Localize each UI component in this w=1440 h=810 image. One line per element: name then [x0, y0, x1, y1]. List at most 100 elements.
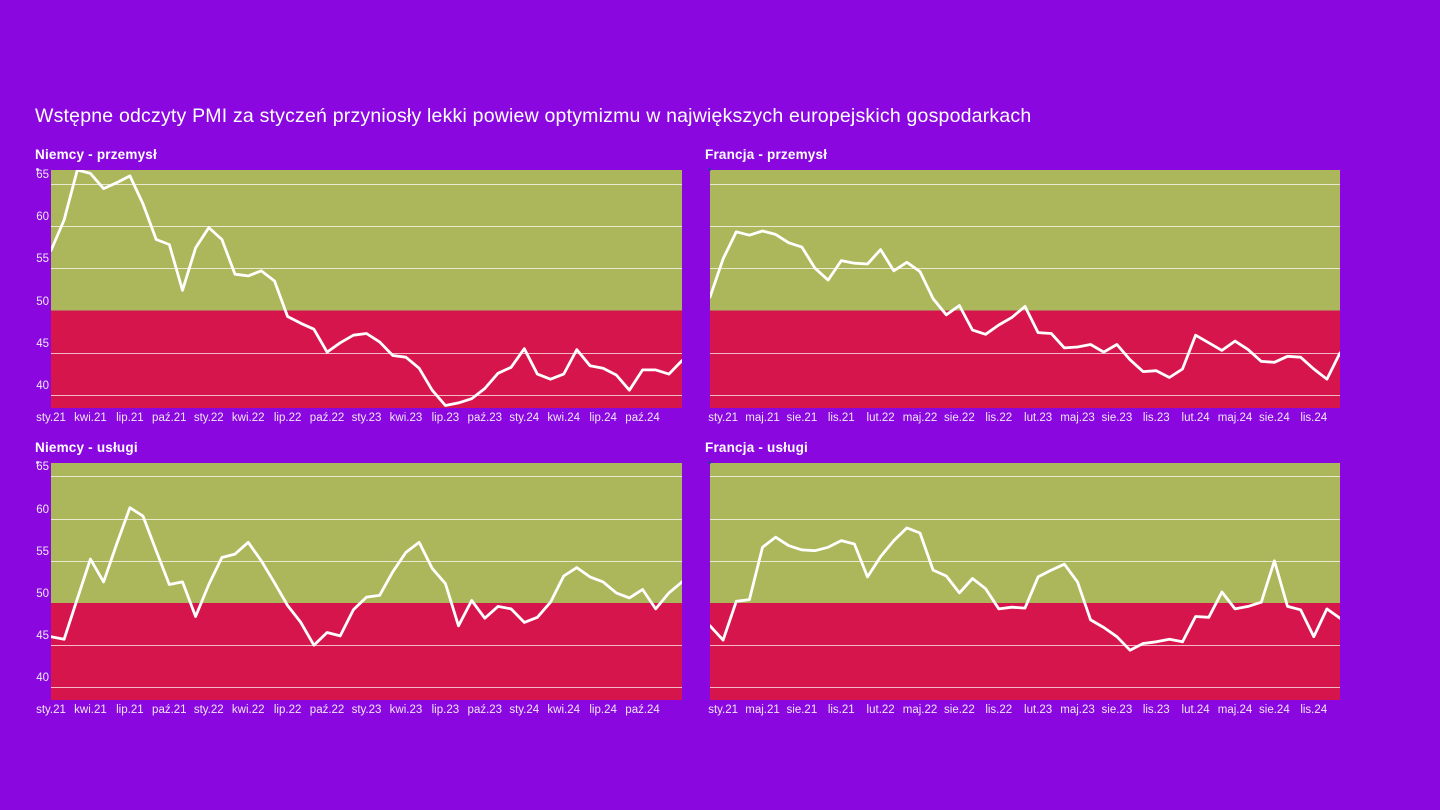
x-tick-label: sty.21: [36, 412, 66, 424]
x-tick-label: sty.24: [509, 412, 540, 424]
x-tick-label: lis.21: [827, 704, 855, 716]
below-50-zone: [51, 603, 682, 700]
x-tick-label: sie.23: [1101, 412, 1133, 424]
below-50-zone: [51, 310, 682, 408]
x-tick-label: maj.22: [902, 412, 938, 424]
plot-corner-dot: [708, 461, 711, 464]
chart-title: Niemcy - usługi: [35, 440, 138, 455]
y-tick-label: 45: [36, 337, 49, 350]
pmi-line: [51, 170, 682, 407]
x-tick-label: sie.22: [944, 704, 975, 716]
plot-corner-dot: [708, 168, 711, 171]
x-tick-label: lut.24: [1181, 704, 1210, 716]
y-tick-label: 45: [36, 630, 49, 643]
y-tick-label: 55: [36, 545, 49, 558]
x-tick-label: lut.24: [1181, 412, 1210, 424]
plot-area: [51, 463, 682, 700]
x-tick-label: maj.24: [1217, 412, 1253, 424]
chart-germany-manufacturing: Niemcy - przemysł 65 60 55 50 45 40 sty.21 kwi.…: [35, 147, 695, 447]
x-tick-label: sie.24: [1259, 412, 1290, 424]
x-tick-label: sty.22: [193, 412, 224, 424]
x-tick-label: lut.22: [866, 704, 895, 716]
x-tick-label: paź.22: [309, 704, 345, 716]
x-tick-label: kwi.23: [389, 412, 423, 424]
x-tick-label: sie.24: [1259, 704, 1290, 716]
x-tick-label: lis.24: [1300, 412, 1328, 424]
pmi-line: [51, 506, 682, 647]
page-title: Wstępne odczyty PMI za styczeń przyniosł…: [35, 105, 1032, 127]
chart-title: Francja - usługi: [705, 440, 808, 455]
x-tick-label: sie.21: [786, 704, 818, 716]
x-tick-label: sty.21: [708, 704, 739, 716]
x-tick-label: lis.21: [827, 412, 855, 424]
chart-title: Francja - przemysł: [705, 147, 828, 162]
x-tick-label: sie.21: [786, 412, 818, 424]
chart-france-services: Francja - usługi sty.21 maj.21 sie.21 lis.2…: [705, 440, 1365, 740]
above-50-zone: [51, 463, 682, 604]
x-tick-label: lut.23: [1024, 704, 1053, 716]
x-tick-label: lip.22: [273, 704, 302, 716]
x-tick-label: sie.22: [944, 412, 975, 424]
x-tick-label: sie.23: [1101, 704, 1133, 716]
x-tick-label: paź.23: [467, 412, 503, 424]
x-tick-label: sty.24: [509, 704, 540, 716]
x-tick-label: lis.22: [985, 704, 1013, 716]
y-tick-label: 60: [36, 503, 49, 516]
pmi-chart-canvas: [710, 170, 1340, 408]
x-tick-label: kwi.21: [74, 704, 107, 716]
chart-title: Niemcy - przemysł: [35, 147, 157, 162]
x-tick-label: lip.24: [589, 704, 617, 716]
plot-area: [710, 463, 1340, 700]
x-tick-label: paź.24: [625, 704, 660, 716]
y-tick-label: 65: [36, 461, 49, 474]
x-tick-label: sty.21: [36, 704, 66, 716]
y-tick-label: 50: [36, 295, 49, 308]
x-tick-label: lip.23: [431, 704, 460, 716]
x-tick-label: maj.24: [1217, 704, 1253, 716]
x-tick-label: lis.23: [1142, 704, 1170, 716]
above-50-zone: [51, 170, 682, 311]
x-tick-label: paź.24: [625, 412, 660, 424]
x-tick-label: lip.23: [431, 412, 460, 424]
x-tick-label: paź.21: [152, 704, 187, 716]
plot-corner-dot: [36, 168, 39, 171]
pmi-chart-canvas: [710, 463, 1340, 700]
x-tick-label: maj.22: [902, 704, 938, 716]
pmi-chart-canvas: [51, 463, 682, 700]
x-tick-label: maj.21: [745, 704, 780, 716]
x-tick-label: sty.23: [351, 412, 382, 424]
x-tick-label: maj.23: [1060, 704, 1095, 716]
x-tick-label: kwi.21: [74, 412, 107, 424]
x-tick-label: kwi.22: [231, 704, 265, 716]
x-tick-label: lis.23: [1142, 412, 1170, 424]
x-tick-label: sty.23: [351, 704, 382, 716]
y-tick-label: 60: [36, 210, 49, 223]
above-50-zone: [710, 170, 1340, 311]
below-50-zone: [710, 603, 1340, 700]
pmi-line: [710, 229, 1340, 381]
x-tick-label: paź.21: [152, 412, 187, 424]
plot-corner-dot: [36, 461, 39, 464]
x-tick-label: kwi.24: [547, 412, 580, 424]
above-50-zone: [710, 463, 1340, 604]
x-tick-label: kwi.24: [547, 704, 580, 716]
y-tick-label: 50: [36, 588, 49, 600]
x-tick-label: paź.22: [309, 412, 345, 424]
y-tick-label: 65: [36, 168, 49, 181]
pmi-chart-canvas: [51, 170, 682, 408]
x-tick-label: lip.21: [116, 704, 144, 716]
y-tick-label: 40: [36, 380, 49, 393]
x-tick-label: lis.22: [985, 412, 1013, 424]
x-tick-label: kwi.23: [389, 704, 423, 716]
plot-area: [51, 170, 682, 408]
pmi-line: [710, 526, 1340, 652]
x-tick-label: lut.23: [1024, 412, 1053, 424]
chart-germany-services: Niemcy - usługi 65 60 55 50 45 40 sty.21 kwi.21…: [35, 440, 695, 740]
plot-area: [710, 170, 1340, 408]
x-tick-label: maj.21: [745, 412, 780, 424]
y-tick-label: 40: [36, 672, 49, 685]
x-tick-label: lut.22: [866, 412, 895, 424]
x-tick-label: lip.24: [589, 412, 617, 424]
x-tick-label: lip.21: [116, 412, 144, 424]
